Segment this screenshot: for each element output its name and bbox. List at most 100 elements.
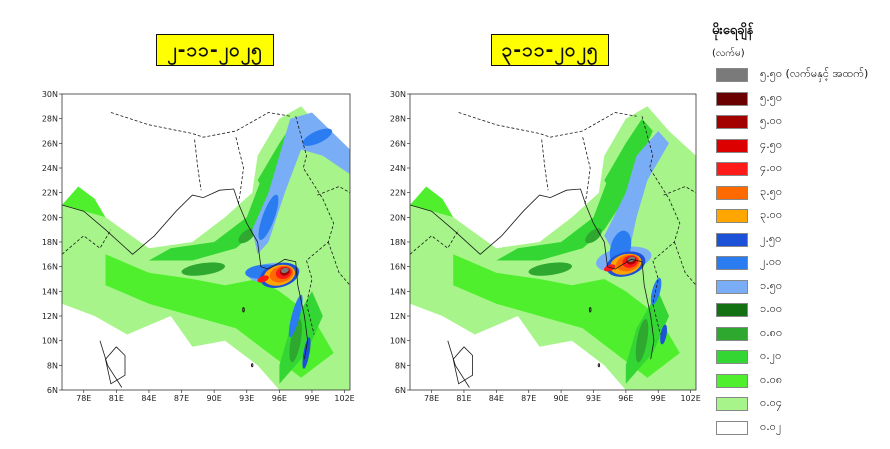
legend-item: ၀.၈၀ <box>712 323 888 347</box>
heavy-rain-area <box>604 131 669 255</box>
legend-swatch <box>716 115 748 129</box>
andaman-islands <box>588 307 592 313</box>
lat-tick-label: 22N <box>390 189 406 198</box>
legend-swatch <box>716 138 748 153</box>
coastline <box>410 188 655 360</box>
legend-swatch <box>716 68 748 82</box>
legend-item: ၁.၅၀ <box>712 276 888 300</box>
rainfall-field <box>62 94 350 390</box>
rain-streak <box>585 228 602 244</box>
moderate-rain-band <box>453 254 680 378</box>
legend-label: ၅.၅၀ (လက်မနှင့် အထက်) <box>760 67 869 80</box>
border <box>110 112 291 138</box>
legend-label: ၀.၀၄ <box>760 396 783 409</box>
legend-label: ၁.၅၀ <box>760 278 783 292</box>
rain-streak <box>289 319 302 363</box>
legend-label: ၅.၅၀ <box>760 90 783 104</box>
lat-tick-label: 14N <box>390 287 406 296</box>
legend-swatch <box>716 256 748 270</box>
legend-item: ၄.၅၀ <box>712 135 888 159</box>
rainfall-map-left: 30N 28N 26N 24N 22N 20N 18N 16N 14N 12N 10N 8N 6N 78E… <box>34 86 356 404</box>
lon-tick-label: 96E <box>272 394 287 403</box>
legend-item: ၂.၀၀ <box>712 252 888 276</box>
rain-streak <box>528 262 573 276</box>
heavy-rain-cell <box>660 324 668 345</box>
rain-streak <box>238 228 256 244</box>
date-badge-left: ၂-၁၁-၂၀၂၅ <box>156 34 274 66</box>
rainfall-map-right-svg: 30N 28N 26N 24N 22N 20N 18N 16N 14N 12N 10N 8N 6N 78E… <box>390 90 701 403</box>
legend-item: ၀.၀၂ <box>712 417 888 441</box>
legend-label: ၀.၀၈ <box>760 372 783 386</box>
lon-tick-label: 81E <box>109 394 124 403</box>
storm-core <box>603 264 616 272</box>
lon-tick-label: 96E <box>618 394 633 403</box>
lat-tick-label: 14N <box>42 287 58 296</box>
legend-item: ၀.၂၀ <box>712 346 888 370</box>
legend-label: ၃.၅၀ <box>760 184 783 198</box>
legend-swatch <box>716 326 748 341</box>
sri-lanka-coast <box>105 346 126 385</box>
border <box>327 241 350 286</box>
rain-streak <box>635 319 649 363</box>
border <box>641 116 681 335</box>
legend-swatch <box>716 232 748 247</box>
legend-swatch <box>716 209 748 223</box>
lon-tick-label: 99E <box>304 394 319 403</box>
legend-item: ၀.၀၄ <box>712 393 888 417</box>
lon-tick-label: 99E <box>651 394 666 403</box>
storm-core <box>257 275 269 283</box>
lat-tick-label: 18N <box>390 238 406 247</box>
legend-item: ၃.၅၀ <box>712 182 888 206</box>
legend-item: ၄.၀၀ <box>712 158 888 182</box>
rainfall-field <box>410 94 696 390</box>
lat-tick-label: 10N <box>42 337 58 346</box>
lat-tick-label: 26N <box>42 139 58 148</box>
legend-label: ၂.၀၀ <box>760 255 782 268</box>
legend-swatch <box>716 397 748 411</box>
legend-swatch <box>716 279 748 294</box>
lat-tick-label: 30N <box>390 90 406 99</box>
legend-swatch <box>716 373 748 388</box>
heavy-rain-cell <box>302 337 311 369</box>
border <box>674 241 696 286</box>
lat-tick-label: 6N <box>47 386 58 395</box>
rain-area <box>62 186 106 218</box>
rainfall-map-left-svg: 30N 28N 26N 24N 22N 20N 18N 16N 14N 12N 10N 8N 6N 78E… <box>42 90 355 403</box>
border <box>295 116 335 335</box>
lat-tick-label: 30N <box>42 90 58 99</box>
heavy-rain-area <box>252 112 350 255</box>
lat-tick-label: 26N <box>390 139 406 148</box>
legend-swatch <box>716 91 748 106</box>
legend-swatch <box>716 420 748 435</box>
storm-eye <box>280 267 289 274</box>
legend-label: ၀.၀၂ <box>760 419 782 433</box>
legend-item: ၁.၀၀ <box>712 299 888 323</box>
legend-label: ၄.၀၀ <box>760 161 783 174</box>
legend-label: ၀.၈၀ <box>760 325 783 339</box>
lat-tick-label: 20N <box>42 213 58 222</box>
rain-area <box>410 186 454 218</box>
legend-unit: (လက်မ) <box>712 48 745 59</box>
lon-tick-label: 81E <box>456 394 471 403</box>
lat-tick-label: 18N <box>42 238 58 247</box>
lon-tick-label: 102E <box>334 394 354 403</box>
legend-items: ၅.၅၀ (လက်မနှင့် အထက်) ၅.၅၀၅.၀၀၄.၅၀၄.၀၀၃.၅… <box>712 64 888 440</box>
lon-tick-label: 90E <box>207 394 222 403</box>
legend-item: ၅.၀၀ <box>712 111 888 135</box>
legend-swatch <box>716 185 748 200</box>
legend-label: ၃.၀၀ <box>760 208 783 221</box>
legend-item: ၀.၀၈ <box>712 370 888 394</box>
heavy-rain-cell <box>302 128 333 146</box>
heavy-rain-cell <box>288 294 303 338</box>
rainfall-legend: မိုးရေချိန် (လက်မ) ၅.၅၀ (လက်မနှင့် အထက်)… <box>712 20 888 440</box>
rain-streak <box>181 262 226 276</box>
legend-label: ၄.၅၀ <box>760 137 783 151</box>
nicobar-islands <box>251 363 254 368</box>
heavy-rain-cell <box>258 194 279 240</box>
lon-tick-label: 90E <box>553 394 568 403</box>
border <box>458 112 637 138</box>
legend-label: ၀.၂၀ <box>760 349 782 362</box>
lat-tick-label: 24N <box>42 164 58 173</box>
legend-swatch <box>716 162 748 176</box>
andaman-islands <box>242 307 245 313</box>
